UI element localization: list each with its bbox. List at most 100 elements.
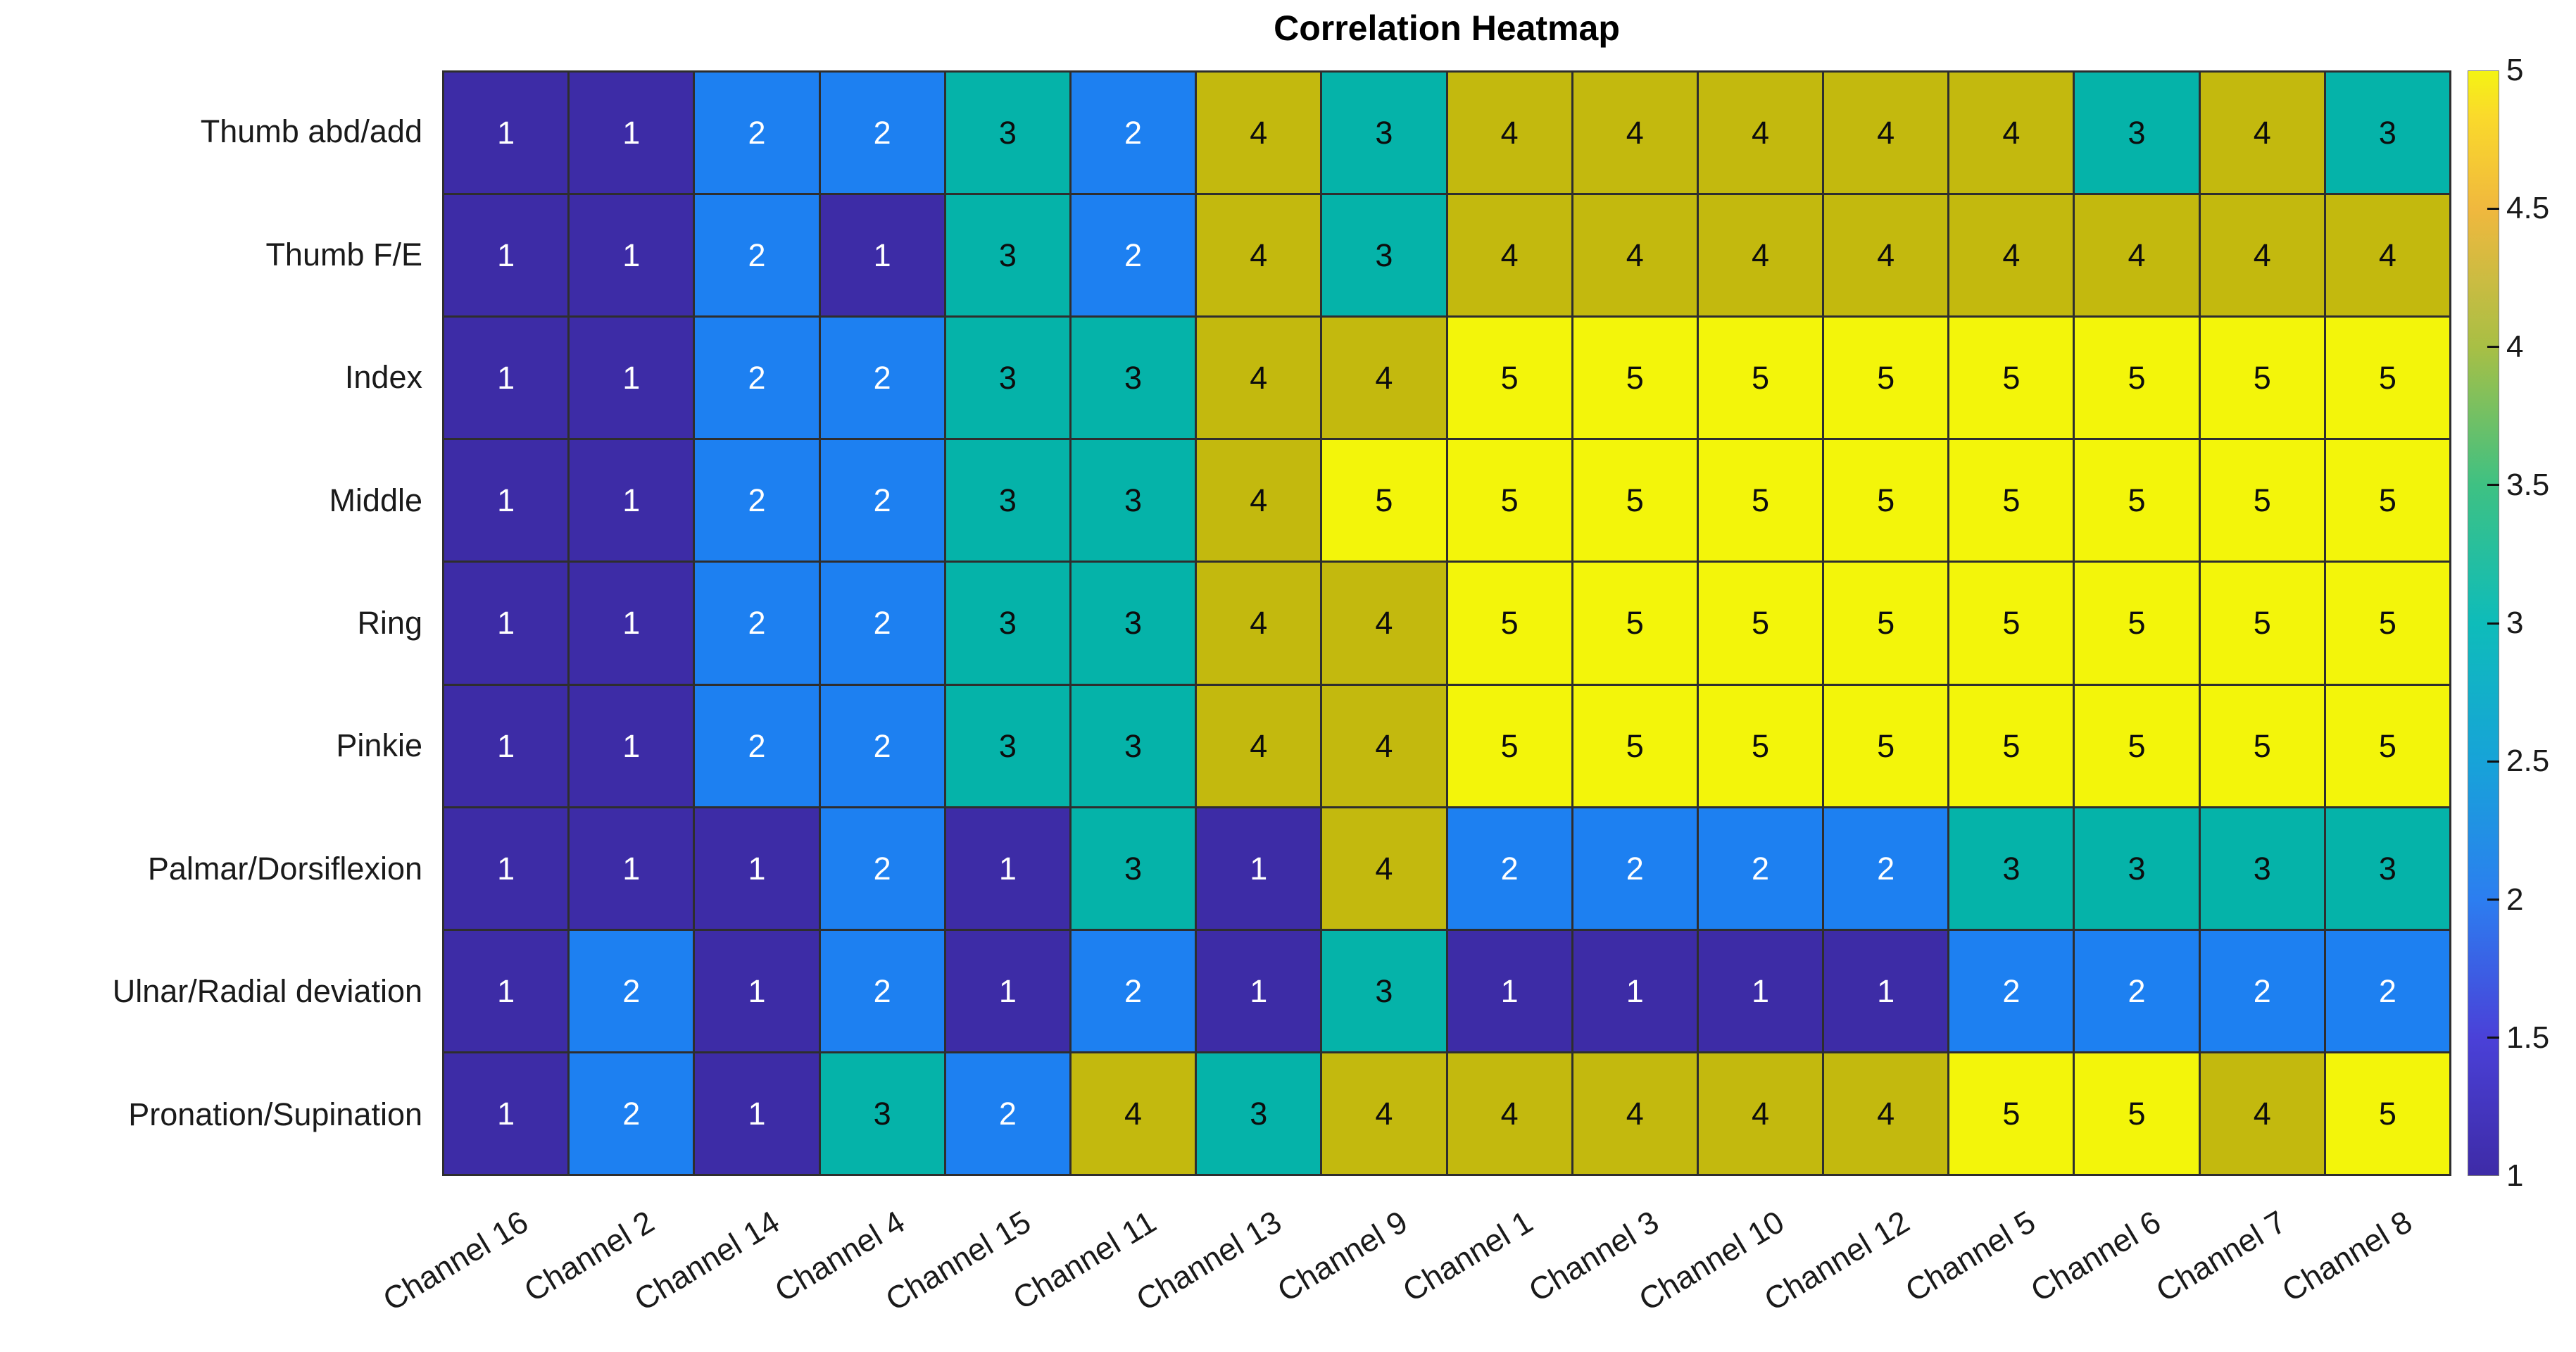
- cell-value: 2: [622, 1095, 641, 1132]
- cell-value: 5: [1500, 360, 1519, 396]
- cell-value: 5: [2253, 482, 2271, 519]
- heatmap-cell: 5: [1447, 318, 1571, 439]
- heatmap-cell: 3: [945, 563, 1069, 684]
- cell-value: 4: [1626, 1095, 1644, 1132]
- heatmap-cell: 5: [2075, 685, 2199, 806]
- heatmap-cell: 1: [570, 195, 693, 316]
- cell-value: 4: [2253, 1095, 2271, 1132]
- colorbar-tick: [2487, 207, 2499, 210]
- heatmap-cell: 3: [2200, 808, 2324, 929]
- cell-value: 1: [497, 115, 515, 151]
- cell-value: 2: [873, 605, 891, 641]
- heatmap-cell: 5: [1949, 440, 2073, 561]
- cell-value: 5: [2378, 360, 2396, 396]
- cell-value: 3: [998, 727, 1017, 764]
- heatmap-cell: 3: [1071, 440, 1195, 561]
- heatmap-cell: 4: [1197, 195, 1321, 316]
- heatmap-cell: 3: [945, 73, 1069, 194]
- cell-value: 3: [2002, 850, 2021, 887]
- cell-value: 4: [1500, 1095, 1519, 1132]
- cell-value: 2: [1124, 972, 1143, 1009]
- cell-value: 1: [622, 850, 641, 887]
- cell-value: 5: [2002, 360, 2021, 396]
- heatmap-cell: 1: [444, 318, 568, 439]
- cell-value: 4: [1375, 727, 1393, 764]
- heatmap-cell: 5: [1824, 685, 1948, 806]
- heatmap-cell: 2: [695, 685, 819, 806]
- cell-value: 5: [2253, 360, 2271, 396]
- heatmap-cell: 2: [1071, 195, 1195, 316]
- heatmap-cell: 3: [2075, 808, 2199, 929]
- heatmap-cell: 2: [570, 1053, 693, 1174]
- cell-value: 5: [2128, 1095, 2146, 1132]
- heatmap-cell: 4: [2200, 1053, 2324, 1174]
- cell-value: 2: [873, 850, 891, 887]
- heatmap-cell: 4: [1698, 195, 1823, 316]
- cell-value: 4: [2128, 237, 2146, 274]
- heatmap-cell: 4: [2200, 73, 2324, 194]
- heatmap-cell: 5: [1698, 440, 1823, 561]
- heatmap-cell: 3: [945, 440, 1069, 561]
- heatmap-cell: 3: [1071, 318, 1195, 439]
- heatmap-cell: 5: [2325, 318, 2449, 439]
- cell-value: 5: [2378, 605, 2396, 641]
- heatmap-cell: 5: [2075, 440, 2199, 561]
- cell-value: 2: [1500, 850, 1519, 887]
- cell-value: 4: [1877, 115, 1895, 151]
- cell-value: 1: [748, 972, 766, 1009]
- heatmap-cell: 4: [1322, 563, 1446, 684]
- cell-value: 4: [2253, 115, 2271, 151]
- cell-value: 4: [1626, 115, 1644, 151]
- heatmap-cell: 1: [444, 440, 568, 561]
- cell-value: 5: [2002, 482, 2021, 519]
- cell-value: 3: [1375, 972, 1393, 1009]
- cell-value: 5: [1500, 727, 1519, 764]
- cell-value: 5: [1626, 605, 1644, 641]
- heatmap-cell: 4: [2325, 195, 2449, 316]
- cell-value: 3: [998, 482, 1017, 519]
- heatmap-cell: 1: [570, 318, 693, 439]
- cell-value: 2: [2128, 972, 2146, 1009]
- heatmap-cell: 1: [444, 1053, 568, 1174]
- heatmap-cell: 5: [2075, 318, 2199, 439]
- heatmap-cell: 4: [1573, 1053, 1697, 1174]
- heatmap-cell: 2: [1698, 808, 1823, 929]
- heatmap-cell: 2: [820, 318, 944, 439]
- cell-value: 2: [748, 727, 766, 764]
- cell-value: 2: [873, 727, 891, 764]
- heatmap-cell: 4: [1197, 318, 1321, 439]
- cell-value: 4: [1626, 237, 1644, 274]
- heatmap-cell: 5: [1824, 563, 1948, 684]
- heatmap-cell: 3: [1949, 808, 2073, 929]
- cell-value: 5: [1877, 605, 1895, 641]
- heatmap-cell: 5: [1949, 1053, 2073, 1174]
- heatmap-cell: 2: [2075, 930, 2199, 1051]
- cell-value: 4: [1250, 237, 1268, 274]
- heatmap-cell: 4: [1197, 440, 1321, 561]
- heatmap-cell: 4: [1447, 73, 1571, 194]
- cell-value: 3: [873, 1095, 891, 1132]
- cell-value: 3: [1124, 360, 1143, 396]
- heatmap-cell: 1: [444, 563, 568, 684]
- heatmap-cell: 5: [2200, 440, 2324, 561]
- cell-value: 1: [622, 360, 641, 396]
- cell-value: 5: [2378, 727, 2396, 764]
- cell-value: 2: [1877, 850, 1895, 887]
- cell-value: 2: [1626, 850, 1644, 887]
- heatmap-cell: 4: [1322, 808, 1446, 929]
- cell-value: 3: [2253, 850, 2271, 887]
- cell-value: 1: [1500, 972, 1519, 1009]
- heatmap-cell: 5: [1824, 440, 1948, 561]
- heatmap-cell: 3: [945, 685, 1069, 806]
- cell-value: 4: [1877, 237, 1895, 274]
- cell-value: 1: [497, 850, 515, 887]
- heatmap-cell: 5: [2325, 685, 2449, 806]
- heatmap-cell: 4: [1824, 73, 1948, 194]
- heatmap-cell: 1: [695, 1053, 819, 1174]
- cell-value: 4: [1500, 115, 1519, 151]
- cell-value: 1: [998, 972, 1017, 1009]
- colorbar-tick-label: 2: [2506, 882, 2524, 917]
- heatmap-cell: 2: [1447, 808, 1571, 929]
- colorbar-tick: [2487, 899, 2499, 901]
- cell-value: 4: [1751, 237, 1769, 274]
